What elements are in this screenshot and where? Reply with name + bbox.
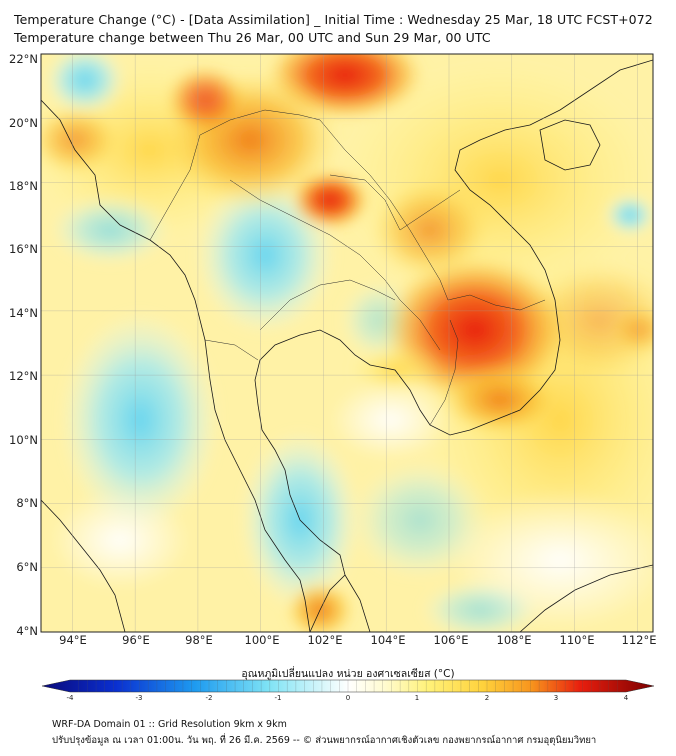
cb-tick-m3: -3 (136, 694, 143, 702)
lon-label-110e: 110°E (560, 633, 595, 647)
lat-label-18n: 18°N (9, 179, 38, 193)
gridlines (41, 54, 653, 632)
lat-label-8n: 8°N (16, 496, 38, 510)
cb-tick-m4: -4 (67, 694, 75, 702)
latitude-labels: 22°N 20°N 18°N 16°N 14°N 12°N 10°N 8°N 6… (9, 52, 38, 638)
cb-tick-m1: -1 (275, 694, 282, 702)
lat-label-22n: 22°N (9, 52, 38, 66)
map-frame (40, 53, 654, 633)
map-title: Temperature Change (°C) - [Data Assimila… (14, 12, 653, 27)
lon-label-102e: 102°E (308, 633, 343, 647)
lon-label-112e: 112°E (622, 633, 657, 647)
map-subtitle: Temperature change between Thu 26 Mar, 0… (14, 30, 491, 45)
lat-label-4n: 4°N (16, 624, 38, 638)
lon-label-106e: 106°E (434, 633, 469, 647)
lat-label-6n: 6°N (16, 560, 38, 574)
lon-label-108e: 108°E (497, 633, 532, 647)
lat-label-16n: 16°N (9, 242, 38, 256)
lon-label-94e: 94°E (59, 633, 87, 647)
lat-label-12n: 12°N (9, 369, 38, 383)
cb-tick-3: 3 (554, 694, 558, 702)
lat-label-10n: 10°N (9, 433, 38, 447)
footer-model-info: WRF-DA Domain 01 :: Grid Resolution 9km … (52, 719, 287, 730)
cb-tick-4: 4 (624, 694, 629, 702)
cb-tick-1: 1 (415, 694, 419, 702)
temperature-field (41, 54, 653, 632)
lat-label-20n: 20°N (9, 116, 38, 130)
colorbar-label: อุณหภูมิเปลี่ยนแปลง หน่วย องศาเซลเซียส (… (241, 666, 454, 680)
lon-label-100e: 100°E (245, 633, 280, 647)
footer-update-info: ปรับปรุงข้อมูล ณ เวลา 01:00น. วัน พฤ. ที… (52, 735, 597, 746)
cb-tick-0: 0 (346, 694, 350, 702)
colorbar-ticks: -4 -3 -2 -1 0 1 2 3 4 (67, 694, 629, 702)
lat-label-14n: 14°N (9, 306, 38, 320)
lon-label-96e: 96°E (122, 633, 150, 647)
cb-tick-2: 2 (485, 694, 489, 702)
colorbar (41, 679, 655, 693)
lon-label-104e: 104°E (371, 633, 406, 647)
longitude-labels: 94°E 96°E 98°E 100°E 102°E 104°E 106°E 1… (59, 633, 656, 647)
cb-tick-m2: -2 (206, 694, 213, 702)
lon-label-98e: 98°E (185, 633, 213, 647)
